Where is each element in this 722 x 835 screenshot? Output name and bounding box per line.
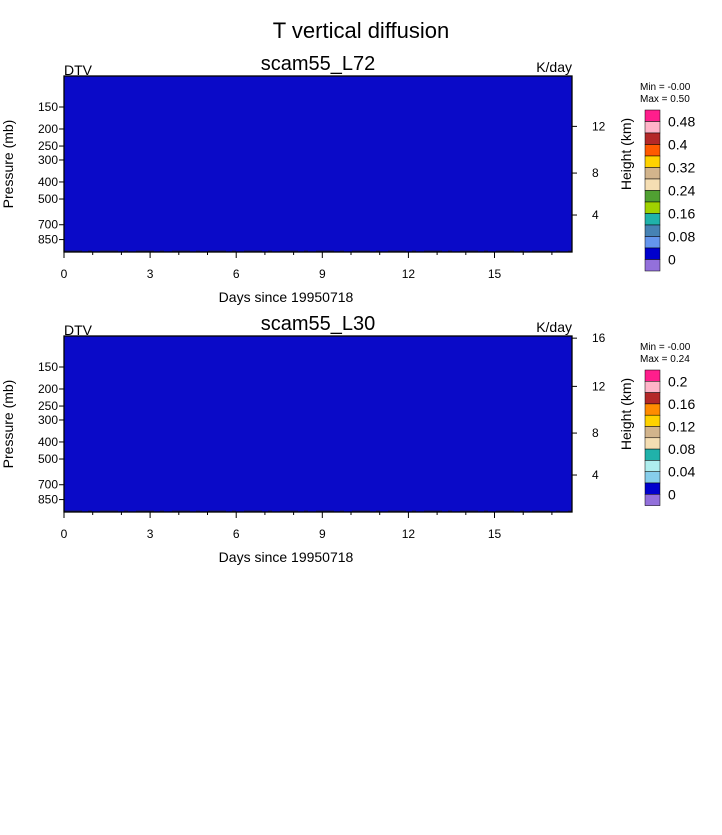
colorbar-swatch (644, 167, 661, 180)
colorbar-swatch (644, 482, 661, 495)
y-tick-label: 500 (38, 452, 58, 466)
panel-title: scam55_L72 (261, 53, 376, 75)
y-tick-label: 250 (38, 399, 58, 413)
x-tick-label: 12 (402, 527, 416, 541)
chart-panel-1: scam55_L72 DTV K/day 0 3 6 9 12 15 Days since 199… (0, 53, 695, 305)
colorbar-swatch (644, 471, 661, 484)
colorbar-swatch (644, 392, 661, 405)
colorbar-label: 0.08 (668, 441, 695, 457)
y-tick-label: 300 (38, 153, 58, 167)
colorbar-swatch (644, 494, 661, 506)
plot-frame (63, 335, 573, 513)
y-tick-label: 200 (38, 122, 58, 136)
chart-panel-2: scam55_L30 DTV K/day 0 3 6 9 12 15 Days since 199… (0, 313, 695, 565)
y2-tick-label: 12 (592, 379, 606, 393)
colorbar-label: 0.24 (668, 183, 695, 199)
y2-tick-label: 4 (592, 208, 599, 222)
colorbar-swatch (644, 259, 661, 272)
colorbar-swatch (644, 369, 661, 382)
y-tick-label: 250 (38, 139, 58, 153)
colorbar-label: 0.12 (668, 419, 695, 435)
y2-tick-label: 4 (592, 468, 599, 482)
colorbar-label: 0.16 (668, 206, 695, 222)
y2-tick-label: 8 (592, 426, 599, 440)
colorbar-swatch (644, 236, 661, 249)
field-fill (64, 76, 572, 252)
x-axis-label: Days since 19950718 (219, 289, 354, 305)
y-tick-label: 850 (38, 493, 58, 507)
max-label: Max = 0.50 (640, 94, 690, 105)
colorbar-label: 0.08 (668, 229, 695, 245)
y-tick-label: 700 (38, 478, 58, 492)
max-label: Max = 0.24 (640, 354, 690, 365)
field-fill (64, 336, 572, 512)
y-tick-label: 700 (38, 218, 58, 232)
colorbar-label: 0 (668, 486, 676, 502)
y2-tick-label: 8 (592, 166, 599, 180)
colorbar-swatch (644, 460, 661, 472)
colorbar-swatch (644, 247, 661, 260)
plot-frame (63, 75, 573, 253)
left-label: DTV (64, 62, 93, 78)
colorbar-label: 0.32 (668, 160, 695, 176)
y-axis-label: Pressure (mb) (0, 380, 16, 469)
x-axis-label: Days since 19950718 (219, 549, 354, 565)
x-tick-label: 9 (319, 267, 326, 281)
x-tick-label: 3 (147, 267, 154, 281)
x-tick-label: 12 (402, 267, 416, 281)
colorbar-swatch (644, 403, 661, 416)
colorbar-swatch (644, 121, 661, 134)
y-tick-label: 200 (38, 382, 58, 396)
colorbar-swatch (644, 224, 661, 237)
figure-title: T vertical diffusion (273, 18, 450, 43)
colorbar-label: 0.04 (668, 464, 695, 480)
y2-axis-label: Height (km) (618, 118, 634, 190)
panel-title: scam55_L30 (261, 313, 376, 335)
left-label: DTV (64, 322, 93, 338)
colorbar-label: 0.48 (668, 114, 695, 130)
y-tick-label: 300 (38, 413, 58, 427)
x-tick-label: 0 (61, 267, 68, 281)
colorbar-swatch (644, 155, 661, 168)
x-tick-label: 15 (488, 527, 502, 541)
y-tick-label: 850 (38, 233, 58, 247)
y2-tick-label: 16 (592, 331, 606, 345)
x-tick-label: 9 (319, 527, 326, 541)
x-tick-label: 0 (61, 527, 68, 541)
min-label: Min = -0.00 (640, 342, 691, 353)
colorbar-label: 0.4 (668, 137, 688, 153)
x-tick-label: 3 (147, 527, 154, 541)
y-tick-label: 150 (38, 100, 58, 114)
y2-tick-label: 12 (592, 119, 606, 133)
x-tick-label: 6 (233, 267, 240, 281)
colorbar-swatch (644, 213, 661, 226)
colorbar-swatch (644, 132, 661, 145)
colorbar-label: 0 (668, 252, 676, 268)
y2-axis-label: Height (km) (618, 378, 634, 450)
units-label: K/day (536, 319, 572, 335)
y-tick-label: 500 (38, 192, 58, 206)
min-label: Min = -0.00 (640, 82, 691, 93)
colorbar-label: 0.16 (668, 396, 695, 412)
y-axis-label: Pressure (mb) (0, 120, 16, 209)
colorbar-swatch (644, 144, 661, 157)
colorbar-swatch (644, 381, 661, 393)
colorbar-swatch (644, 178, 661, 191)
y-tick-label: 400 (38, 175, 58, 189)
colorbar-swatch (644, 437, 661, 450)
colorbar-swatch (644, 414, 661, 427)
colorbar-label: 0.2 (668, 373, 688, 389)
units-label: K/day (536, 59, 572, 75)
colorbar-swatch (644, 426, 661, 439)
y-tick-label: 150 (38, 360, 58, 374)
colorbar-swatch (644, 190, 661, 203)
x-tick-label: 15 (488, 267, 502, 281)
colorbar-swatch (644, 201, 661, 214)
colorbar-swatch (644, 109, 661, 122)
x-tick-label: 6 (233, 527, 240, 541)
y-tick-label: 400 (38, 435, 58, 449)
colorbar-swatch (644, 448, 661, 461)
